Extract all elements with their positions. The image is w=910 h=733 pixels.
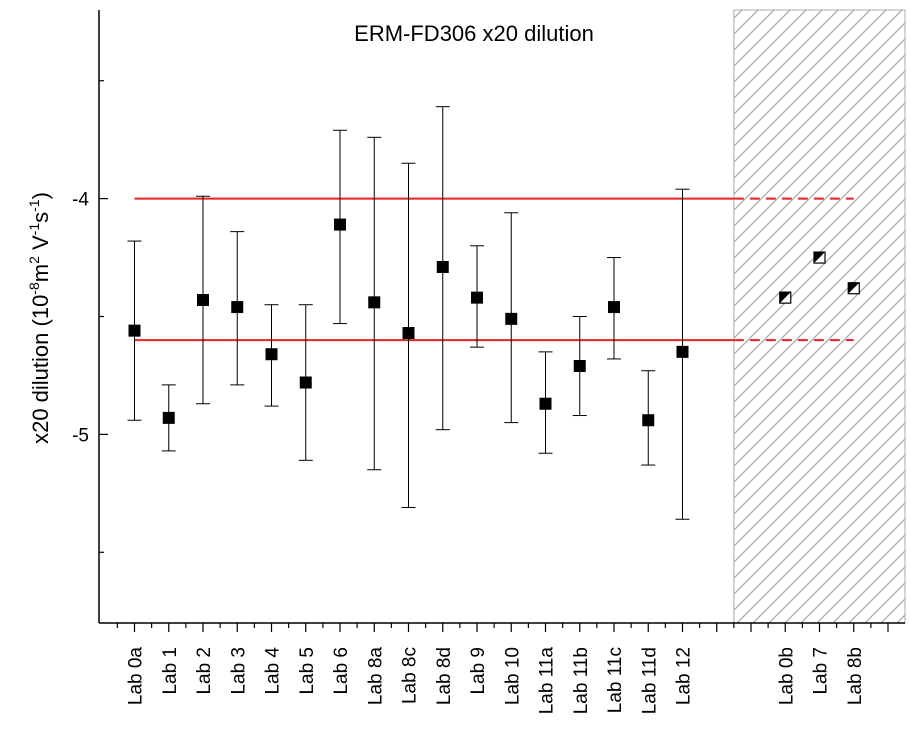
data-point-secondary: [847, 282, 860, 295]
data-point: [231, 301, 244, 314]
marker-fill: [848, 282, 860, 294]
x-tick-label: Lab 12: [674, 647, 695, 705]
data-point: [128, 324, 141, 337]
data-point: [197, 293, 209, 306]
data-point: [539, 397, 552, 410]
marker-fill: [814, 252, 825, 264]
data-point: [471, 291, 483, 304]
data-point: [162, 411, 175, 424]
data-point: [265, 348, 278, 361]
x-tick-label: Lab 3: [228, 647, 249, 695]
chart-title: ERM-FD306 x20 dilution: [354, 21, 594, 46]
data-point: [402, 327, 415, 340]
x-tick-label: Lab 5: [297, 647, 318, 695]
data-point: [642, 414, 655, 427]
data-point: [334, 218, 346, 231]
x-tick-label: Lab 7: [811, 647, 832, 695]
data-point: [299, 376, 312, 389]
data-point: [436, 260, 449, 273]
x-tick-label: Lab 10: [502, 647, 523, 705]
data-point-secondary: [779, 291, 792, 304]
x-tick-label: Lab 8d: [434, 647, 455, 705]
x-tick-label: Lab 1: [160, 647, 181, 695]
x-tick-label: Lab 2: [194, 647, 215, 695]
y-tick-label: -5: [72, 425, 89, 446]
data-point: [573, 360, 586, 373]
y-tick-label: -4: [72, 190, 89, 211]
data-point: [505, 312, 518, 325]
x-tick-label: Lab 4: [263, 647, 284, 695]
data-point: [676, 345, 689, 358]
y-axis-label: x20 dilution (10-8m2 V-1s-1): [26, 192, 53, 444]
x-tick-label: Lab 6: [331, 647, 352, 695]
x-tick-label: Lab 11d: [639, 647, 660, 714]
data-point: [608, 301, 620, 314]
x-tick-label: Lab 11a: [537, 647, 558, 715]
data-point-secondary: [813, 251, 826, 264]
x-tick-label: Lab 11b: [571, 647, 592, 714]
x-tick-label: Lab 0a: [126, 647, 147, 706]
hatched-region: [733, 9, 906, 624]
data-point: [368, 296, 381, 309]
x-tick-label: Lab 0b: [776, 647, 797, 705]
marker-fill: [779, 292, 791, 304]
x-tick-label: Lab 11c: [605, 647, 626, 713]
x-tick-label: Lab 8c: [400, 647, 421, 704]
x-tick-label: Lab 9: [468, 647, 489, 695]
x-tick-label: Lab 8b: [845, 647, 866, 705]
x-tick-label: Lab 8a: [365, 647, 386, 706]
